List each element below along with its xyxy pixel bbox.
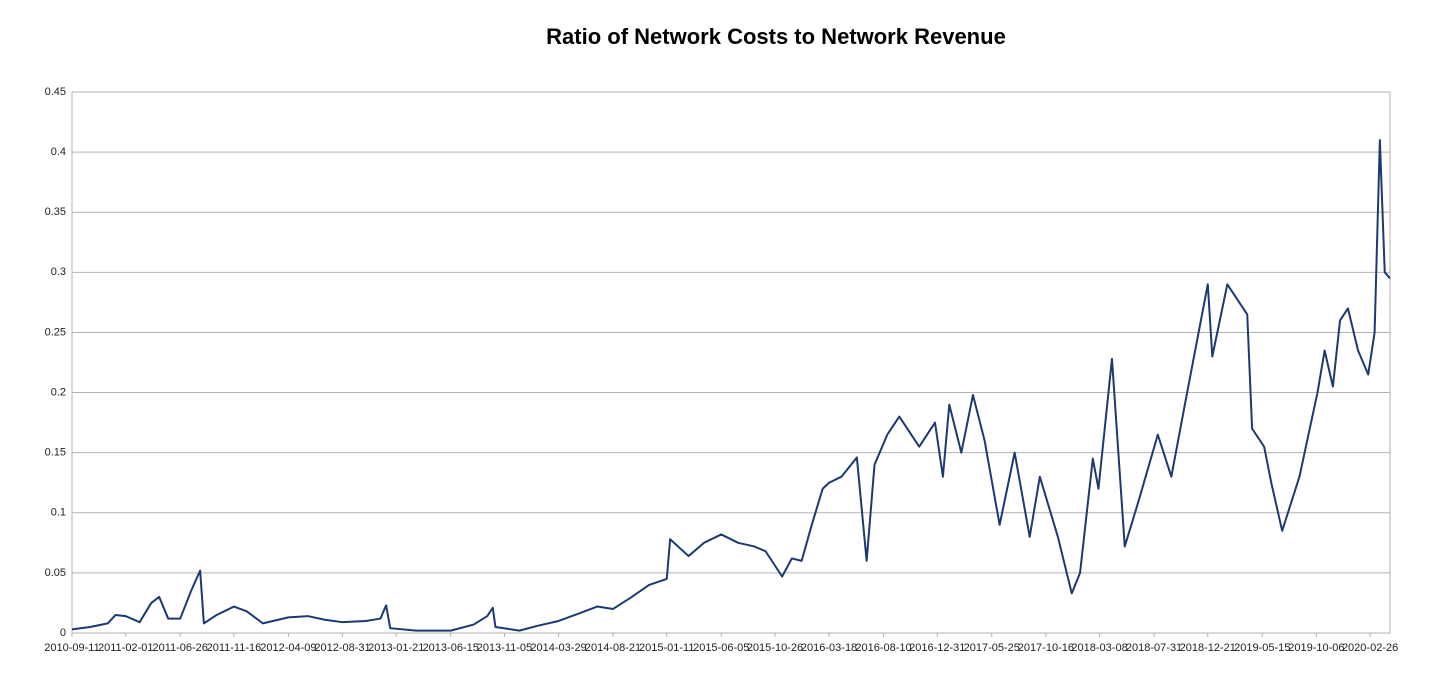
x-tick-label: 2017-10-16 (1018, 642, 1074, 654)
x-tick-label: 2011-02-01 (98, 642, 153, 654)
y-tick-label: 0.25 (45, 326, 66, 338)
x-tick-label: 2020-02-26 (1342, 642, 1398, 654)
x-tick-label: 2016-12-31 (909, 642, 965, 654)
y-tick-label: 0.3 (51, 266, 66, 278)
x-tick-label: 2012-04-09 (260, 642, 316, 654)
x-tick-label: 2011-06-26 (152, 642, 207, 654)
y-tick-label: 0.15 (45, 447, 66, 459)
y-tick-label: 0.2 (51, 386, 66, 398)
x-tick-label: 2014-08-21 (585, 642, 641, 654)
x-tick-label: 2015-06-05 (693, 642, 749, 654)
y-tick-label: 0 (60, 627, 66, 639)
x-tick-label: 2018-12-21 (1180, 642, 1236, 654)
x-tick-label: 2015-10-26 (747, 642, 803, 654)
y-tick-label: 0.45 (45, 86, 66, 98)
x-tick-label: 2014-03-29 (530, 642, 586, 654)
x-tick-label: 2011-11-16 (207, 642, 262, 654)
chart-title: Ratio of Network Costs to Network Revenu… (546, 24, 1006, 49)
x-tick-label: 2015-01-11 (639, 642, 694, 654)
x-tick-label: 2013-11-05 (477, 642, 532, 654)
x-tick-label: 2017-05-25 (964, 642, 1020, 654)
y-tick-label: 0.4 (51, 146, 66, 158)
data-line (71, 139, 1391, 632)
y-tick-label: 0.1 (51, 507, 66, 519)
x-tick-label: 2012-08-31 (314, 642, 370, 654)
x-tick-label: 2013-06-15 (423, 642, 479, 654)
x-tick-label: 2019-05-15 (1234, 642, 1290, 654)
x-tick-label: 2010-09-11 (44, 642, 99, 654)
x-tick-label: 2016-03-18 (801, 642, 857, 654)
x-tick-label: 2016-08-10 (855, 642, 911, 654)
y-tick-label: 0.35 (45, 206, 66, 218)
x-tick-label: 2013-01-21 (368, 642, 424, 654)
y-tick-label: 0.05 (45, 567, 66, 579)
x-tick-label: 2019-10-06 (1288, 642, 1344, 654)
x-tick-label: 2018-03-08 (1071, 642, 1127, 654)
x-tick-label: 2018-07-31 (1126, 642, 1182, 654)
